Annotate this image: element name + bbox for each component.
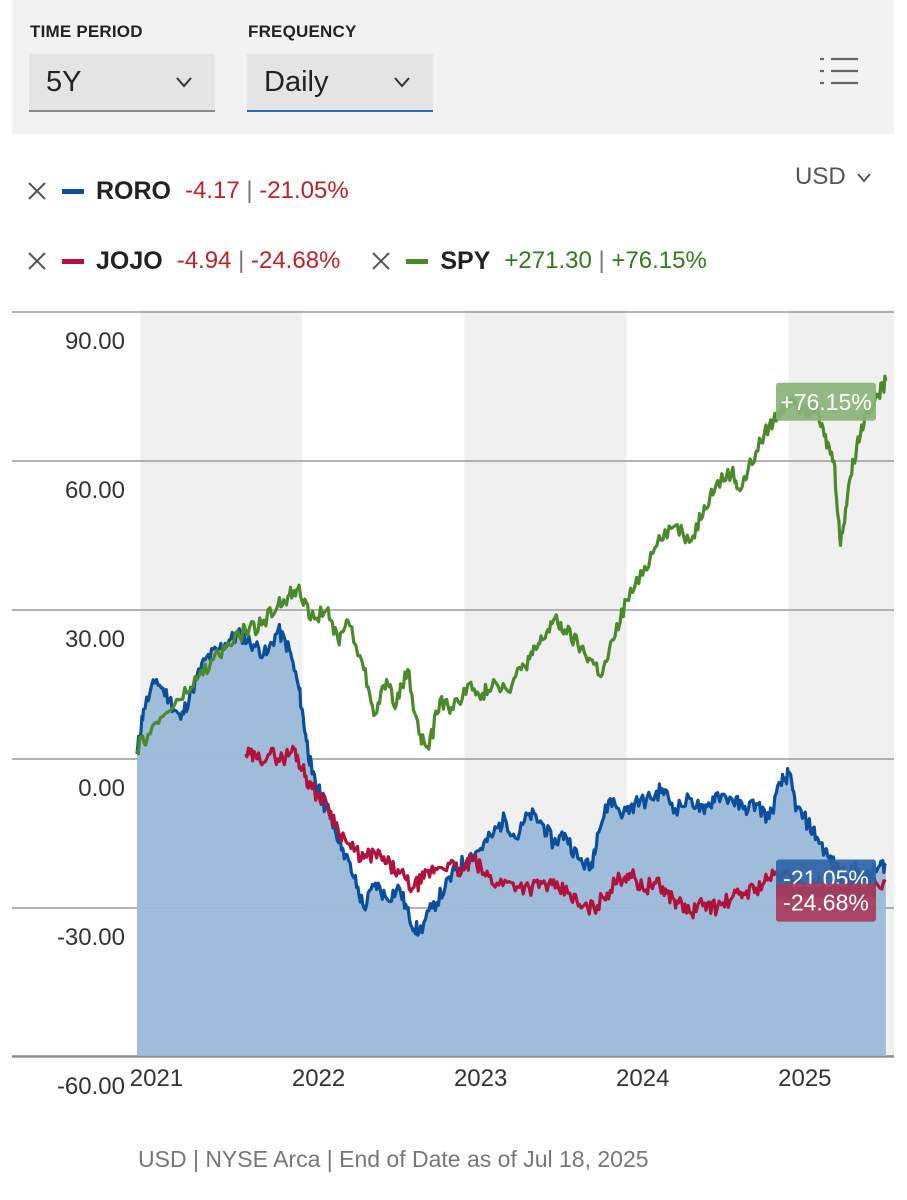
- list-view-icon[interactable]: [818, 55, 860, 87]
- legend-separator: |: [598, 247, 605, 274]
- performance-chart[interactable]: 90.00 60.00 30.00 0.00 -30.00 -60.00 2021 2022…: [0, 300, 907, 1100]
- legend-pct: -24.68%: [250, 247, 341, 274]
- series-line-roro: [135, 622, 887, 937]
- x-tick-label: 2023: [454, 1065, 507, 1092]
- legend-pct: -21.05%: [259, 177, 349, 204]
- y-tick-label: -30.00: [57, 924, 125, 951]
- chevron-down-icon: [394, 77, 410, 88]
- legend-row-2: JOJO -4.94 | -24.68% SPY +271.30 | +76.1…: [26, 246, 737, 276]
- legend-swatch: [62, 258, 84, 264]
- y-tick-label: 90.00: [65, 328, 125, 355]
- y-tick-label: 30.00: [65, 626, 125, 653]
- remove-series-icon[interactable]: [26, 250, 48, 272]
- chevron-down-icon: [856, 173, 871, 183]
- series-line-jojo: [244, 744, 887, 920]
- y-axis-labels: 90.00 60.00 30.00 0.00 -30.00 -60.00: [57, 328, 125, 1100]
- frequency-label: FREQUENCY: [248, 22, 357, 41]
- legend-symbol: SPY: [440, 246, 491, 275]
- remove-series-icon[interactable]: [26, 180, 48, 202]
- legend-swatch: [62, 188, 84, 194]
- time-period-select[interactable]: 5Y: [29, 54, 215, 112]
- currency-select[interactable]: USD: [795, 163, 872, 191]
- legend-item-jojo: JOJO -4.94 | -24.68%: [26, 247, 340, 276]
- legend-change: -4.94: [176, 247, 232, 274]
- legend-item-roro: RORO -4.17 | -21.05%: [26, 177, 349, 206]
- y-tick-label: 60.00: [65, 477, 125, 504]
- x-tick-label: 2021: [130, 1065, 183, 1092]
- frequency-value: Daily: [264, 66, 329, 98]
- time-period-value: 5Y: [46, 66, 82, 98]
- legend-swatch: [406, 258, 429, 264]
- legend-separator: |: [246, 177, 253, 204]
- currency-value: USD: [795, 163, 846, 190]
- chart-footnote: USD | NYSE Arca | End of Date as of Jul …: [138, 1146, 649, 1172]
- time-period-label: TIME PERIOD: [30, 22, 143, 41]
- chevron-down-icon: [176, 77, 192, 88]
- x-tick-label: 2024: [616, 1065, 669, 1092]
- frequency-select[interactable]: Daily: [247, 54, 433, 112]
- x-axis-labels: 2021 2022 2023 2024 2025: [130, 1065, 832, 1092]
- legend-separator: |: [238, 247, 245, 274]
- remove-series-icon[interactable]: [370, 250, 392, 272]
- legend-change: +271.30: [504, 247, 592, 274]
- end-label-bg: [776, 382, 876, 421]
- series-area-roro: [137, 624, 886, 1056]
- end-label-spy: +76.15%: [780, 389, 871, 415]
- legend-symbol: RORO: [96, 176, 171, 205]
- legend-item-spy: SPY +271.30 | +76.15%: [370, 246, 707, 276]
- legend-pct: +76.15%: [611, 247, 707, 274]
- end-label-jojo: -24.68%: [783, 890, 869, 916]
- x-tick-label: 2022: [292, 1065, 345, 1092]
- legend-row-1: RORO -4.17 | -21.05%: [26, 176, 379, 206]
- end-label-bg: [776, 883, 876, 922]
- y-tick-label: 0.00: [78, 775, 125, 802]
- y-tick-label: -60.00: [57, 1073, 125, 1100]
- x-tick-label: 2025: [778, 1065, 831, 1092]
- legend-change: -4.17: [185, 177, 240, 204]
- legend-symbol: JOJO: [96, 246, 163, 275]
- end-value-labels: -21.05%-24.68%+76.15%: [776, 382, 876, 922]
